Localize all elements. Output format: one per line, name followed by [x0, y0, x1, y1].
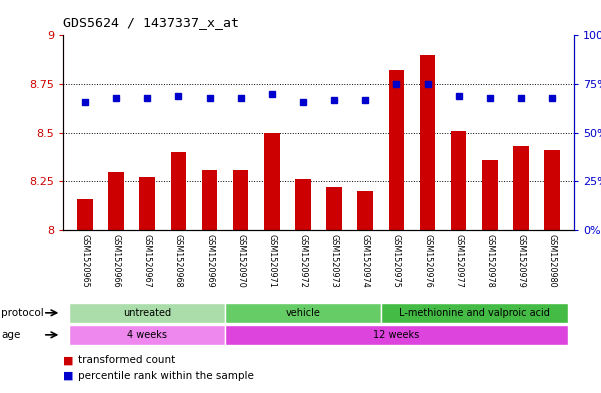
Text: ■: ■: [63, 371, 73, 381]
Bar: [451, 131, 466, 230]
Text: GSM1520975: GSM1520975: [392, 234, 401, 288]
Text: GSM1520980: GSM1520980: [548, 234, 557, 288]
Bar: [482, 160, 498, 230]
Bar: [419, 55, 435, 230]
Text: L-methionine and valproic acid: L-methionine and valproic acid: [399, 308, 550, 318]
Bar: [389, 70, 404, 230]
Bar: [139, 177, 155, 230]
Bar: [225, 325, 568, 345]
Text: GSM1520968: GSM1520968: [174, 234, 183, 288]
Text: GSM1520965: GSM1520965: [81, 234, 90, 288]
Text: GSM1520967: GSM1520967: [142, 234, 151, 288]
Text: protocol: protocol: [1, 308, 44, 318]
Bar: [171, 152, 186, 230]
Bar: [225, 303, 381, 323]
Text: vehicle: vehicle: [285, 308, 320, 318]
Text: GSM1520971: GSM1520971: [267, 234, 276, 288]
Bar: [264, 132, 279, 230]
Bar: [108, 171, 124, 230]
Text: GSM1520966: GSM1520966: [112, 234, 121, 288]
Text: GSM1520970: GSM1520970: [236, 234, 245, 288]
Bar: [202, 170, 218, 230]
Bar: [77, 199, 93, 230]
Text: untreated: untreated: [123, 308, 171, 318]
Text: GSM1520977: GSM1520977: [454, 234, 463, 288]
Text: GDS5624 / 1437337_x_at: GDS5624 / 1437337_x_at: [63, 16, 239, 29]
Text: transformed count: transformed count: [78, 355, 175, 365]
Text: GSM1520979: GSM1520979: [516, 234, 525, 288]
Text: age: age: [1, 330, 20, 340]
Bar: [513, 146, 529, 230]
Bar: [381, 303, 568, 323]
Text: 12 weeks: 12 weeks: [373, 330, 419, 340]
Text: GSM1520978: GSM1520978: [486, 234, 495, 288]
Bar: [545, 150, 560, 230]
Text: GSM1520973: GSM1520973: [329, 234, 338, 288]
Text: 4 weeks: 4 weeks: [127, 330, 167, 340]
Bar: [233, 170, 248, 230]
Bar: [358, 191, 373, 230]
Text: GSM1520974: GSM1520974: [361, 234, 370, 288]
Text: percentile rank within the sample: percentile rank within the sample: [78, 371, 254, 381]
Bar: [69, 325, 225, 345]
Text: ■: ■: [63, 355, 73, 365]
Bar: [69, 303, 225, 323]
Text: GSM1520972: GSM1520972: [299, 234, 308, 288]
Text: GSM1520976: GSM1520976: [423, 234, 432, 288]
Bar: [326, 187, 342, 230]
Text: GSM1520969: GSM1520969: [205, 234, 214, 288]
Bar: [295, 179, 311, 230]
